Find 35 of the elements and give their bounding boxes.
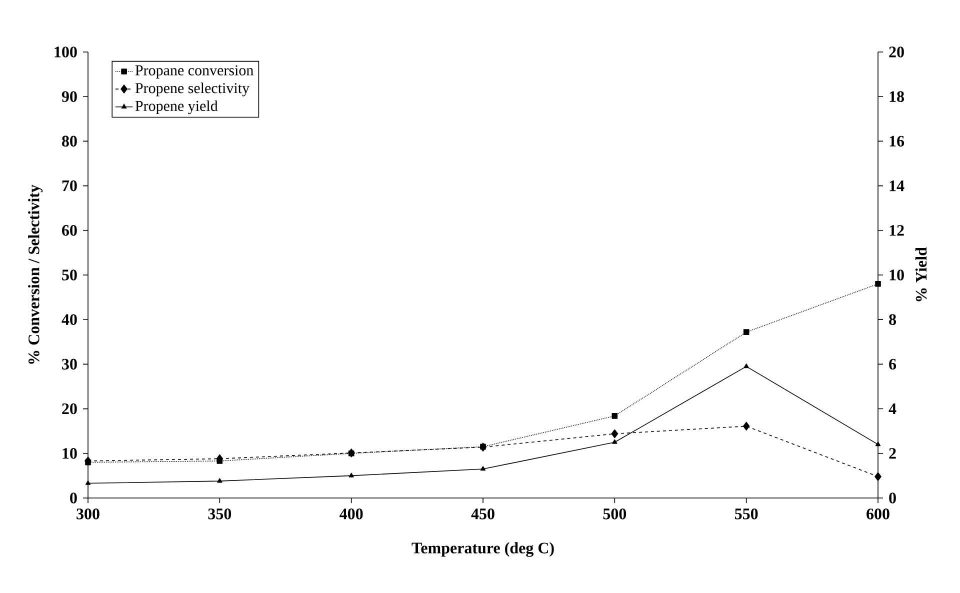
y2-tick-label: 6: [889, 358, 896, 370]
y2-tick-label: 8: [889, 314, 896, 325]
x-tick-label: 450: [471, 508, 494, 520]
y-tick-label: 70: [62, 180, 77, 192]
x-tick-label: 550: [734, 508, 758, 520]
y-tick-label: 60: [62, 225, 77, 236]
y-tick-label: 10: [62, 448, 77, 459]
y2-tick-label: 16: [890, 136, 904, 147]
y-tick-label: 30: [62, 358, 77, 370]
x-tick-label: 400: [340, 508, 363, 520]
y2-tick-label: 18: [890, 91, 904, 102]
y2-tick-label: 10: [890, 270, 904, 280]
x-tick-label: 300: [76, 508, 100, 520]
y-axis-title: % Conversion / Selectivity: [28, 184, 43, 364]
x-tick-label: 500: [603, 508, 626, 520]
y-tick-label: 0: [70, 492, 77, 504]
y2-tick-label: 0: [889, 492, 896, 504]
y2-tick-label: 20: [889, 46, 904, 58]
legend-label: Propene selectivity: [135, 82, 250, 96]
x-tick-label: 600: [866, 508, 890, 520]
y2-tick-label: 2: [889, 448, 896, 459]
legend-label: Propane conversion: [135, 65, 254, 78]
y-tick-label: 20: [62, 403, 77, 414]
legend-label: Propene yield: [135, 100, 218, 114]
y-tick-label: 40: [62, 314, 77, 325]
y2-tick-label: 14: [890, 180, 904, 192]
y-tick-label: 80: [62, 136, 77, 147]
y-tick-label: 100: [54, 46, 77, 58]
y-tick-label: 90: [62, 91, 77, 102]
y2-axis-title: % Yield: [915, 247, 927, 302]
x-tick-label: 350: [208, 508, 232, 520]
x-axis-title: Temperature (deg C): [412, 542, 554, 557]
y-tick-label: 50: [62, 270, 77, 280]
y2-tick-label: 12: [890, 225, 904, 236]
y2-tick-label: 4: [888, 404, 896, 414]
